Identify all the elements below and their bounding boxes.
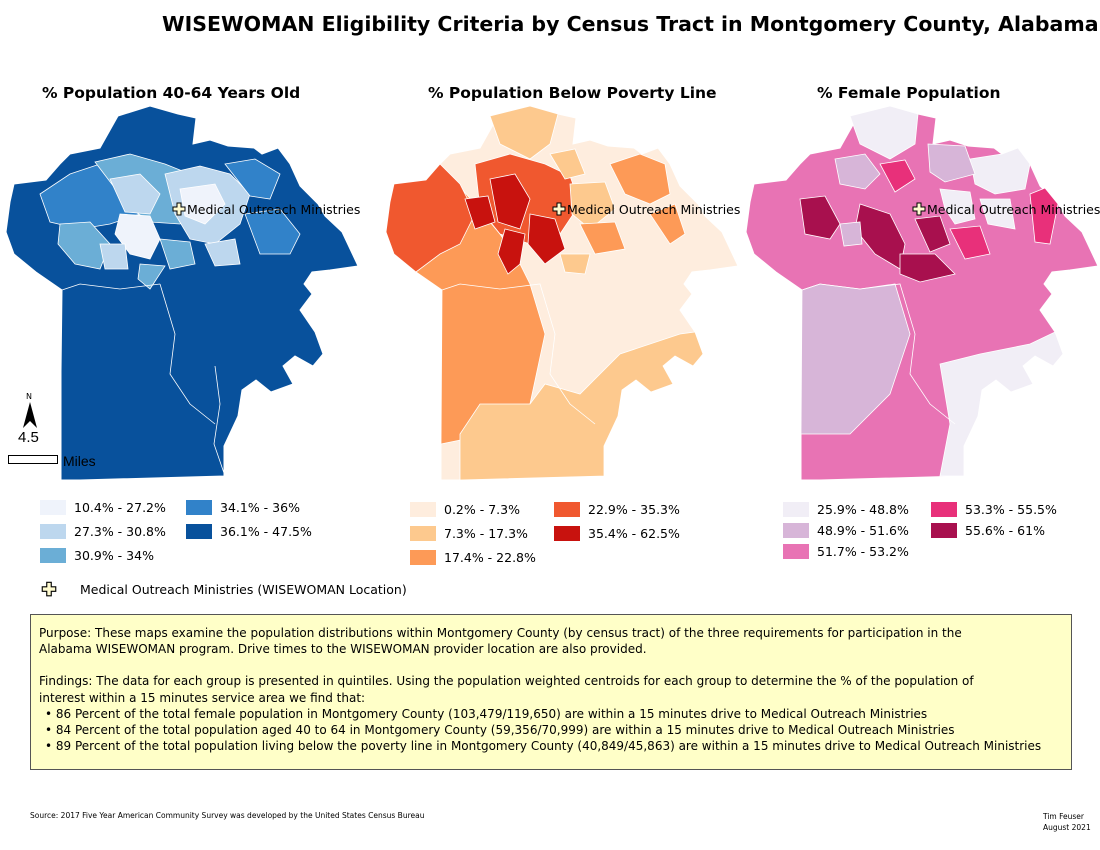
legend-label: 48.9% - 51.6%: [817, 523, 909, 538]
legend-swatch: [40, 500, 66, 515]
legend-label: 55.6% - 61%: [965, 523, 1045, 538]
author-date: August 2021: [1043, 823, 1091, 832]
legend-swatch: [410, 526, 436, 541]
legend-swatch: [931, 523, 957, 538]
findings-line: Findings: The data for each group is pre…: [39, 674, 974, 689]
legend-swatch: [931, 502, 957, 517]
panel-title-poverty: % Population Below Poverty Line: [428, 84, 717, 102]
legend-swatch: [554, 526, 580, 541]
legend-swatch: [40, 548, 66, 563]
finding-text: 84 Percent of the total population aged …: [55, 723, 955, 738]
legend-item: 51.7% - 53.2%: [783, 544, 909, 559]
finding-item: • 86 Percent of the total female populat…: [45, 706, 928, 721]
north-arrow-icon: [23, 402, 37, 428]
legend-label: 27.3% - 30.8%: [74, 524, 166, 539]
location-label: Medical Outreach Ministries: [567, 202, 740, 217]
findings-line: interest within a 15 minutes service are…: [39, 690, 366, 705]
legend-label: 30.9% - 34%: [74, 548, 154, 563]
author-name: Tim Feuser: [1043, 812, 1085, 821]
legend-swatch: [554, 502, 580, 517]
legend-label: 10.4% - 27.2%: [74, 500, 166, 515]
legend-swatch: [410, 550, 436, 565]
legend-swatch: [186, 524, 212, 539]
scale-distance: 4.5: [18, 429, 39, 446]
location-marker: [912, 202, 926, 216]
north-arrow-scale: N 4.5 Miles: [6, 392, 96, 472]
location-legend: Medical Outreach Ministries (WISEWOMAN L…: [40, 580, 407, 598]
findings-textbox: Purpose: These maps examine the populati…: [30, 614, 1072, 770]
legend-item: 30.9% - 34%: [40, 548, 154, 563]
legend-item: 7.3% - 17.3%: [410, 526, 528, 541]
north-label: N: [26, 392, 32, 401]
legend-swatch: [40, 524, 66, 539]
finding-text: 86 Percent of the total female populatio…: [55, 706, 928, 721]
location-label: Medical Outreach Ministries: [187, 202, 360, 217]
map-female: Medical Outreach Ministries: [745, 105, 1100, 481]
map-title: WISEWOMAN Eligibility Criteria by Census…: [162, 12, 1099, 36]
map-poverty: Medical Outreach Ministries: [385, 105, 740, 481]
legend-swatch: [186, 500, 212, 515]
legend-item: 48.9% - 51.6%: [783, 523, 909, 538]
panel-title-age: % Population 40-64 Years Old: [42, 84, 301, 102]
finding-item: • 89 Percent of the total population liv…: [45, 739, 1042, 754]
legend-label: 51.7% - 53.2%: [817, 544, 909, 559]
map-age-40-64: Medical Outreach Ministries: [5, 105, 360, 481]
legend-label: 53.3% - 55.5%: [965, 502, 1057, 517]
location-label: Medical Outreach Ministries: [927, 202, 1100, 217]
location-legend-label: Medical Outreach Ministries (WISEWOMAN L…: [80, 581, 407, 597]
legend-label: 35.4% - 62.5%: [588, 526, 680, 541]
cross-icon: [41, 581, 57, 597]
legend-label: 36.1% - 47.5%: [220, 524, 312, 539]
legend-label: 22.9% - 35.3%: [588, 502, 680, 517]
legend-swatch: [783, 544, 809, 559]
legend-item: 35.4% - 62.5%: [554, 526, 680, 541]
legend-label: 34.1% - 36%: [220, 500, 300, 515]
purpose-line: Alabama WISEWOMAN program. Drive times t…: [39, 642, 647, 657]
location-marker: [552, 202, 566, 216]
legend-item: 25.9% - 48.8%: [783, 502, 909, 517]
source-note: Source: 2017 Five Year American Communit…: [30, 811, 425, 820]
legend-item: 34.1% - 36%: [186, 500, 300, 515]
panel-title-female: % Female Population: [817, 84, 1001, 102]
finding-text: 89 Percent of the total population livin…: [55, 739, 1042, 754]
legend-item: 22.9% - 35.3%: [554, 502, 680, 517]
legend-item: 55.6% - 61%: [931, 523, 1045, 538]
legend-item: 17.4% - 22.8%: [410, 550, 536, 565]
legend-item: 10.4% - 27.2%: [40, 500, 166, 515]
legend-swatch: [410, 502, 436, 517]
legend-item: 36.1% - 47.5%: [186, 524, 312, 539]
legend-swatch: [783, 502, 809, 517]
legend-item: 27.3% - 30.8%: [40, 524, 166, 539]
location-marker: [172, 202, 186, 216]
legend-label: 7.3% - 17.3%: [444, 526, 528, 541]
legend-label: 25.9% - 48.8%: [817, 502, 909, 517]
scale-bar: [8, 455, 58, 464]
purpose-line: Purpose: These maps examine the populati…: [39, 626, 962, 640]
county-shape: [745, 105, 1099, 481]
legend-swatch: [783, 523, 809, 538]
finding-item: • 84 Percent of the total population age…: [45, 723, 955, 738]
legend-label: 17.4% - 22.8%: [444, 550, 536, 565]
author-block: Tim Feuser August 2021: [1043, 811, 1091, 833]
legend-item: 53.3% - 55.5%: [931, 502, 1057, 517]
legend-item: 0.2% - 7.3%: [410, 502, 520, 517]
scale-unit: Miles: [63, 453, 96, 469]
legend-label: 0.2% - 7.3%: [444, 502, 520, 517]
